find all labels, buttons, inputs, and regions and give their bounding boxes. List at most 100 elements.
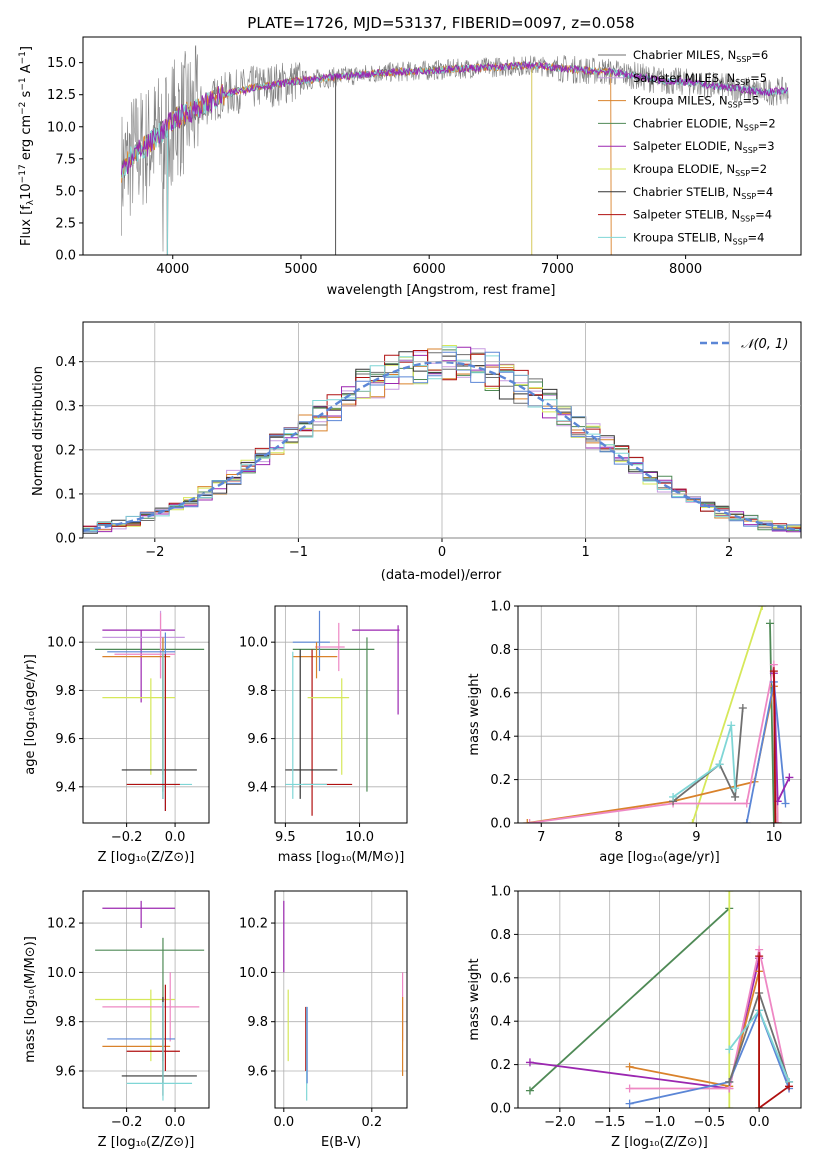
ytick-label-0: 9.4: [247, 780, 268, 795]
ytick-label-2: 9.8: [247, 684, 268, 699]
ytick-label-4: 0.8: [490, 928, 511, 943]
series-marker-8-0: [755, 952, 764, 961]
series-marker-6-0: [725, 1077, 734, 1086]
xtick-label-2: 9: [692, 830, 700, 845]
ytick-label-3: 10.2: [47, 917, 76, 932]
ytick-label-4: 0.8: [490, 643, 511, 658]
xtick-label-4: 0.0: [749, 1115, 770, 1130]
xtick-label-0: 7: [537, 830, 545, 845]
ytick-label-3: 10.2: [239, 917, 268, 932]
series-marker-3-4: [773, 819, 782, 823]
model-spectrum-3: [121, 60, 789, 175]
ytick-label-2: 0.4: [490, 730, 511, 745]
ytick-label-3: 0.6: [490, 686, 511, 701]
ytick-label-0: 9.6: [247, 1065, 268, 1080]
series-marker-4-2: [781, 799, 790, 808]
ylabel: mass weight: [467, 958, 482, 1040]
xlabel: Z [log₁₀(Z/Z⊙)]: [611, 1135, 708, 1150]
series-line-5: [629, 1007, 790, 1105]
residuals-legend: 𝒩(0, 1): [700, 337, 788, 352]
ytick-label-0: 0.0: [490, 1102, 511, 1117]
xtick-label-3: 7000: [541, 262, 574, 277]
gaussian-legend-label: 𝒩(0, 1): [741, 337, 788, 352]
xtick-label-3: −0.5: [694, 1115, 726, 1130]
ytick-label-1: 9.8: [247, 1015, 268, 1030]
ylabel: mass [log₁₀(M/M⊙)]: [23, 936, 38, 1063]
ytick-label-1: 2.5: [55, 216, 76, 231]
series-line-0: [529, 907, 730, 1092]
series-marker-0-1: [758, 606, 767, 610]
series-marker-2-0: [525, 1058, 534, 1067]
xtick-label-4: 8000: [669, 262, 702, 277]
ytick-label-3: 10.0: [239, 636, 268, 651]
legend-label-1: Salpeter MILES, NSSP=5: [633, 71, 767, 87]
legend-label-0: Chabrier MILES, NSSP=6: [633, 48, 768, 64]
ytick-label-1: 9.6: [55, 732, 76, 747]
ytick-label-4: 0.4: [55, 355, 76, 370]
xtick-label-0: −2: [145, 545, 164, 560]
ytick-label-0: 0.0: [55, 249, 76, 264]
series-line-6: [672, 725, 736, 798]
xtick-label-0: −2.0: [544, 1115, 576, 1130]
xtick-label-3: 1: [581, 545, 589, 560]
ytick-label-4: 10.0: [47, 120, 76, 135]
ytick-label-5: 1.0: [490, 600, 511, 615]
legend-label-3: Chabrier ELODIE, NSSP=2: [633, 116, 776, 132]
ytick-label-1: 9.8: [55, 1015, 76, 1030]
series-line-8: [758, 956, 790, 1108]
series-line-8: [773, 671, 777, 823]
xlabel: Z [log₁₀(Z/Z⊙)]: [98, 850, 195, 865]
xtick-label-0: 9.5: [275, 830, 296, 845]
ytick-label-2: 10.0: [239, 966, 268, 981]
series-marker-6-3: [731, 784, 740, 793]
ylabel: age [log₁₀(age/yr)]: [23, 654, 38, 775]
series-marker-1-0: [765, 619, 774, 628]
xtick-label-0: 4000: [156, 262, 189, 277]
mass-weight-vs-age-panel: 7 8 9 10 0.0 0.2 0.4 0.6 0.8 1.0 age [log₁₀(age/yr…: [467, 600, 802, 865]
ytick-label-3: 10.0: [47, 636, 76, 651]
ytick-label-0: 9.4: [55, 780, 76, 795]
series-marker-3-0: [525, 819, 534, 823]
series-line-5: [672, 707, 744, 803]
ytick-label-2: 0.2: [55, 443, 76, 458]
series-line-4: [629, 949, 790, 1090]
spectrum-xlabel: wavelength [Angstrom, rest frame]: [327, 283, 556, 298]
series-marker-6-2: [727, 721, 736, 730]
series-marker-0-0: [525, 1086, 534, 1095]
series-marker-0-0: [688, 819, 697, 823]
series-marker-6-1: [715, 760, 724, 769]
ytick-label-0: 0.0: [490, 817, 511, 832]
ytick-label-1: 0.1: [55, 487, 76, 502]
ytick-label-5: 12.5: [47, 88, 76, 103]
ytick-label-2: 10.0: [47, 966, 76, 981]
xlabel: Z [log₁₀(Z/Z⊙)]: [98, 1135, 195, 1150]
legend-label-6: Chabrier STELIB, NSSP=4: [633, 185, 773, 201]
ytick-label-0: 0.0: [55, 532, 76, 547]
legend-label-5: Kroupa ELODIE, NSSP=2: [633, 162, 767, 178]
spectrum-ylabel: Flux [fλ10−17 erg cm−2 s−1 A−1]: [18, 46, 36, 246]
series-marker-7-0: [725, 1045, 734, 1054]
series-marker-7-2: [785, 773, 794, 782]
ytick-label-1: 0.2: [490, 773, 511, 788]
legend-label-4: Salpeter ELODIE, NSSP=3: [633, 139, 775, 155]
series-marker-2-0: [523, 819, 532, 823]
ytick-label-3: 0.3: [55, 399, 76, 414]
residuals-panel: −2 −1 0 1 2 0.0 0.1 0.2 0.3 0.4 (data-model)/erro…: [31, 321, 802, 583]
residuals-xlabel: (data-model)/error: [381, 568, 502, 583]
xtick-label-2: −1.0: [644, 1115, 676, 1130]
series-marker-5-0: [625, 1099, 634, 1108]
series-marker-4-0: [625, 1084, 634, 1093]
xlabel: mass [log₁₀(M/M⊙)]: [278, 850, 405, 865]
ytick-label-5: 1.0: [490, 885, 511, 900]
ytick-label-1: 9.6: [247, 732, 268, 747]
xtick-label-1: 0.0: [165, 830, 186, 845]
xtick-label-2: 0: [438, 545, 446, 560]
residuals-ylabel: Normed distribution: [31, 366, 46, 496]
xtick-label-1: −1: [289, 545, 308, 560]
ylabel: mass weight: [467, 673, 482, 755]
model-spectrum-0: [121, 61, 788, 179]
mass-weight-vs-Z-panel: −2.0 −1.5 −1.0 −0.5 0.0 0.0 0.2 0.4 0.6 0.8 1.0 Z […: [467, 885, 802, 1150]
series-marker-3-2: [742, 799, 751, 808]
legend-label-7: Salpeter STELIB, NSSP=4: [633, 208, 772, 224]
